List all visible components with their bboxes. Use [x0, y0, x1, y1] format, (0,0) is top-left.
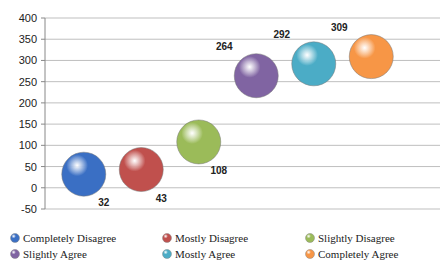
tick-label: 100	[19, 139, 37, 151]
tick-label: 400	[19, 12, 37, 24]
legend-label: Completely Agree	[318, 248, 398, 260]
data-label: 309	[331, 22, 348, 33]
data-label: 292	[273, 29, 290, 40]
point	[62, 152, 106, 196]
data-label: 108	[210, 165, 227, 176]
legend-marker	[306, 250, 315, 259]
point	[119, 148, 163, 192]
point	[234, 54, 278, 98]
grid-line	[45, 102, 440, 103]
point	[292, 42, 336, 86]
tick-label: -50	[21, 203, 37, 215]
tick-label: 350	[19, 33, 37, 45]
y-axis	[45, 18, 46, 209]
grid-line	[45, 209, 440, 210]
grid-line	[45, 124, 440, 125]
tick-label: 200	[19, 97, 37, 109]
tick-label: 250	[19, 76, 37, 88]
grid-line	[45, 187, 440, 188]
grid-line	[45, 18, 440, 19]
tick-label: 0	[31, 182, 37, 194]
tick-mark	[41, 187, 45, 188]
tick-mark	[41, 18, 45, 19]
tick-mark	[41, 60, 45, 61]
tick-mark	[41, 124, 45, 125]
tick-label: 150	[19, 118, 37, 130]
data-label: 264	[216, 41, 233, 52]
marks	[62, 35, 394, 197]
legend-label: Mostly Disagree	[175, 232, 248, 244]
point	[349, 35, 393, 79]
tick-mark	[41, 166, 45, 167]
tick-mark	[41, 81, 45, 82]
tick-mark	[41, 145, 45, 146]
legend-marker	[306, 234, 315, 243]
legend-marker	[11, 250, 20, 259]
tick-label: 300	[19, 54, 37, 66]
legend-marker	[163, 234, 172, 243]
tick-mark	[41, 102, 45, 103]
legend-marker	[163, 250, 172, 259]
tick-mark	[41, 39, 45, 40]
tick-mark	[41, 209, 45, 210]
legend-label: Slightly Disagree	[318, 232, 395, 244]
legend-label: Slightly Agree	[23, 248, 87, 260]
data-label: 43	[156, 193, 168, 204]
legend-label: Mostly Agree	[175, 248, 235, 260]
point	[177, 120, 221, 164]
legend-marker	[11, 234, 20, 243]
data-label: 32	[98, 197, 110, 208]
tick-label: 50	[25, 161, 37, 173]
legend-label: Completely Disagree	[23, 232, 116, 244]
grid-line	[45, 145, 440, 146]
chart: -50 0 50 100 150 200 250 300 350 400 32 43 108 264 292…	[0, 0, 444, 266]
